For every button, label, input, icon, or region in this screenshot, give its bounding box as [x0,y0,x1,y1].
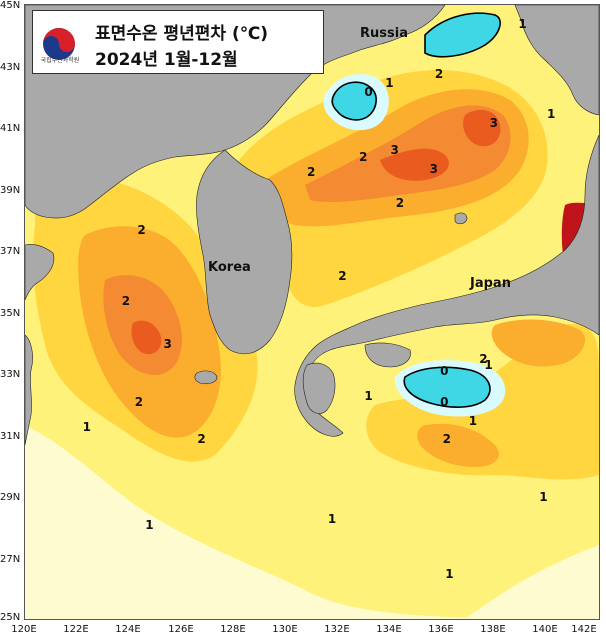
contour-value-label: 1 [539,490,548,505]
contour-value-label: 3 [163,336,172,351]
anomaly-zone-pacific-east [491,319,585,367]
zero-contour-south [403,366,491,408]
lon-label: 128E [220,624,246,635]
lat-label: 45N [0,0,21,11]
contour-value-label: 3 [429,161,438,176]
contour-value-label: 1 [445,567,454,582]
zero-contour-north [331,81,377,121]
lat-label: 43N [0,62,21,73]
contour-value-label: 1 [327,511,337,526]
land-small-island [454,212,468,225]
contour-value-label: 3 [390,143,399,158]
contour-value-label: 3 [489,115,498,130]
lat-label: 39N [0,185,21,196]
land-kyushu [302,362,336,414]
title-box: 국립수산과학원 표면수온 평년편차 (℃) 2024년 1월-12월 [32,10,324,74]
contour-value-label: 1 [484,358,493,373]
map-title: 표면수온 평년편차 (℃) [95,24,269,44]
lon-label: 120E [11,624,37,635]
contour-value-label: 2 [197,431,206,446]
map-subtitle: 2024년 1월-12월 [95,50,238,70]
place-label-russia: Russia [360,26,408,41]
lon-label: 140E [532,624,558,635]
anomaly-zone-pacific-25 [417,423,499,467]
contour-value-label: 2 [137,223,146,238]
anomaly-zone-light-southeast [465,545,599,619]
lat-label: 25N [0,612,21,623]
lon-label: 136E [428,624,454,635]
contour-value-label: 2 [434,66,444,81]
contour-value-label: 1 [364,388,373,403]
map-frame [24,4,600,620]
lon-label: 126E [168,624,194,635]
contour-value-label: 0 [364,85,373,100]
land-hokkaido [514,5,599,116]
lat-label: 31N [0,431,21,442]
lat-label: 35N [0,308,21,319]
anomaly-zone-yellowsea-core [131,320,162,355]
contour-value-label: 2 [307,164,316,179]
lat-label: 27N [0,554,21,565]
contour-value-label: 2 [134,395,144,410]
anomaly-zone-eastsea-core [380,148,449,181]
zero-contour-northeast [424,12,501,58]
lon-label: 122E [63,624,89,635]
contour-value-label: 2 [338,269,347,284]
land-jeju [194,370,218,385]
sst-anomaly-map [25,5,599,619]
contour-value-label: 0 [440,395,449,410]
lon-label: 132E [324,624,350,635]
land-japan [294,134,599,437]
contour-value-label: 2 [395,195,405,210]
anomaly-zone-cold-south [404,367,490,408]
land-china-coast [25,244,55,446]
place-label-japan: Japan [470,276,511,291]
land-korea [196,149,293,355]
contour-value-label: 2 [121,293,131,308]
contour-value-label: 2 [442,431,452,446]
place-label-korea: Korea [208,260,251,275]
taegeuk-icon [43,28,75,60]
anomaly-zone-cold-northeast [425,13,501,57]
contour-value-label: 1 [385,75,394,90]
contour-value-label: 1 [547,106,556,121]
contour-value-label: 1 [82,419,91,434]
lat-label: 33N [0,369,21,380]
contour-value-label: 2 [359,149,368,164]
contour-value-label: 1 [145,517,154,532]
contour-value-label: 1 [518,17,527,32]
lat-label: 37N [0,246,21,257]
anomaly-zone-light-south [25,425,599,619]
contour-value-label: 1 [468,413,478,428]
lon-label: 142E [571,624,597,635]
lon-label: 134E [376,624,402,635]
lon-label: 124E [115,624,141,635]
lon-label: 138E [480,624,506,635]
lon-label: 130E [272,624,298,635]
anomaly-zone-eastsea-core2 [463,109,501,147]
contour-value-label: 2 [479,352,488,367]
land-shikoku [364,342,411,368]
lat-label: 29N [0,492,21,503]
logo-caption: 국립수산과학원 [40,57,80,64]
lat-label: 41N [0,123,21,134]
anomaly-zone-cold-north [332,82,377,120]
contour-value-label: 0 [440,364,449,379]
